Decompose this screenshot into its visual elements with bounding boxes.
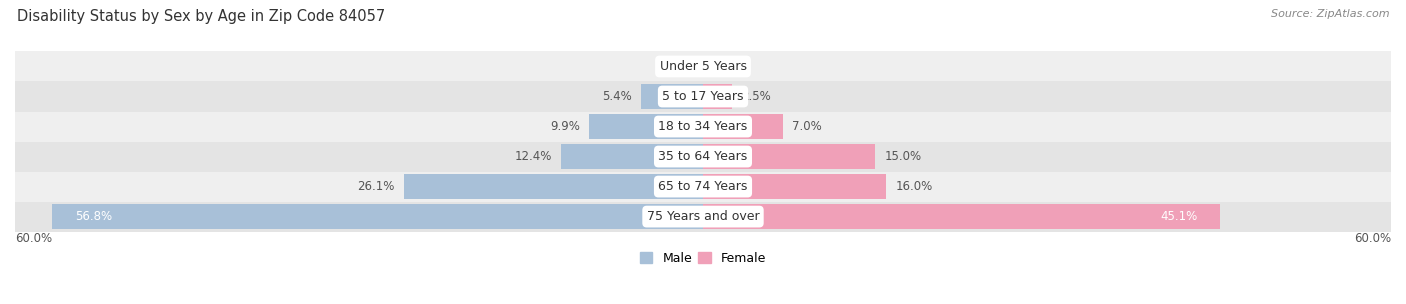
Text: 15.0%: 15.0% <box>884 150 921 163</box>
Text: 0.0%: 0.0% <box>657 60 686 73</box>
Legend: Male, Female: Male, Female <box>640 252 766 265</box>
Bar <box>15 171 1391 202</box>
Text: 26.1%: 26.1% <box>357 180 395 193</box>
Text: 2.5%: 2.5% <box>741 90 770 103</box>
Bar <box>15 51 1391 81</box>
Text: Under 5 Years: Under 5 Years <box>659 60 747 73</box>
Text: 0.0%: 0.0% <box>720 60 749 73</box>
Text: 12.4%: 12.4% <box>515 150 551 163</box>
Bar <box>589 114 703 139</box>
Text: 35 to 64 Years: 35 to 64 Years <box>658 150 748 163</box>
Bar <box>703 114 783 139</box>
Bar <box>703 174 886 199</box>
Text: 60.0%: 60.0% <box>1354 232 1391 245</box>
Text: Source: ZipAtlas.com: Source: ZipAtlas.com <box>1271 9 1389 19</box>
Text: 75 Years and over: 75 Years and over <box>647 210 759 223</box>
Bar <box>703 144 875 169</box>
Text: 5 to 17 Years: 5 to 17 Years <box>662 90 744 103</box>
Text: 7.0%: 7.0% <box>793 120 823 133</box>
Text: 65 to 74 Years: 65 to 74 Years <box>658 180 748 193</box>
Bar <box>15 81 1391 112</box>
Bar <box>404 174 703 199</box>
Text: 9.9%: 9.9% <box>550 120 581 133</box>
Text: 45.1%: 45.1% <box>1160 210 1198 223</box>
Text: 5.4%: 5.4% <box>602 90 631 103</box>
Text: 18 to 34 Years: 18 to 34 Years <box>658 120 748 133</box>
Bar <box>15 202 1391 232</box>
Bar <box>15 112 1391 142</box>
Bar <box>52 204 703 229</box>
Text: Disability Status by Sex by Age in Zip Code 84057: Disability Status by Sex by Age in Zip C… <box>17 9 385 24</box>
Bar <box>15 142 1391 171</box>
Text: 60.0%: 60.0% <box>15 232 52 245</box>
Text: 56.8%: 56.8% <box>75 210 111 223</box>
Bar <box>561 144 703 169</box>
Text: 16.0%: 16.0% <box>896 180 934 193</box>
Bar <box>703 204 1220 229</box>
Bar <box>703 84 731 109</box>
Bar <box>641 84 703 109</box>
